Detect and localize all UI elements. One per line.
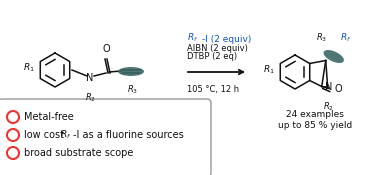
Text: AIBN (2 equiv): AIBN (2 equiv) xyxy=(187,44,248,53)
Text: $R_1$: $R_1$ xyxy=(23,62,35,74)
Text: $R_3$: $R_3$ xyxy=(316,32,327,44)
Text: 105 °C, 12 h: 105 °C, 12 h xyxy=(187,85,239,94)
Text: 24 examples: 24 examples xyxy=(286,110,344,119)
Text: broad substrate scope: broad substrate scope xyxy=(24,148,133,158)
Text: -I (2 equiv): -I (2 equiv) xyxy=(202,35,251,44)
Text: $R_2$: $R_2$ xyxy=(323,100,334,113)
Text: O: O xyxy=(335,85,342,94)
Text: N: N xyxy=(325,82,332,93)
Text: $R_2$: $R_2$ xyxy=(85,91,96,103)
Text: up to 85 % yield: up to 85 % yield xyxy=(278,121,352,130)
Ellipse shape xyxy=(118,67,144,76)
Text: O: O xyxy=(102,44,110,54)
Text: -I as a fluorine sources: -I as a fluorine sources xyxy=(73,130,184,140)
Text: Metal-free: Metal-free xyxy=(24,112,74,122)
Ellipse shape xyxy=(324,50,344,63)
Text: $R_3$: $R_3$ xyxy=(127,84,139,96)
Text: N: N xyxy=(86,73,94,83)
Text: low cost: low cost xyxy=(24,130,67,140)
Text: $R_f$: $R_f$ xyxy=(340,32,351,44)
Text: DTBP (2 eq): DTBP (2 eq) xyxy=(187,52,237,61)
Text: $R_1$: $R_1$ xyxy=(263,64,275,76)
Text: $R_f$: $R_f$ xyxy=(60,129,71,141)
FancyBboxPatch shape xyxy=(0,99,211,175)
Text: $R_f$: $R_f$ xyxy=(187,32,198,44)
